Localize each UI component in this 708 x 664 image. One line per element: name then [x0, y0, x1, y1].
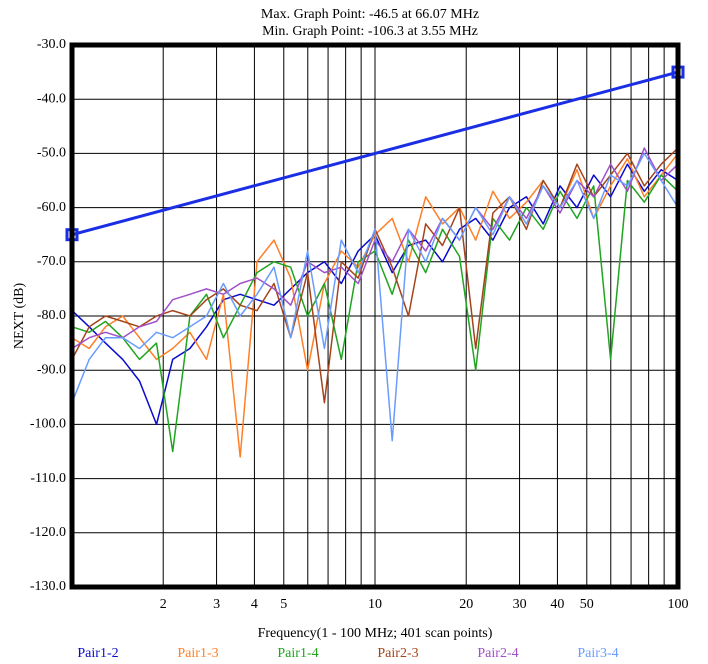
- y-tick-label: -110.0: [30, 471, 66, 486]
- chart-subtitle: Min. Graph Point: -106.3 at 3.55 MHz: [262, 24, 478, 39]
- legend-entry: Pair3-4: [577, 646, 618, 661]
- y-tick-label: -130.0: [30, 579, 66, 594]
- series-line: [71, 152, 679, 442]
- x-tick-label: 30: [513, 597, 527, 612]
- x-tick-label: 20: [459, 597, 473, 612]
- chart-title: Max. Graph Point: -46.5 at 66.07 MHz: [261, 7, 479, 22]
- y-tick-label: -70.0: [37, 254, 66, 269]
- y-tick-label: -80.0: [37, 308, 66, 323]
- x-tick-label: 50: [580, 597, 594, 612]
- series-line: [71, 174, 679, 453]
- y-tick-label: -120.0: [30, 525, 66, 540]
- legend-entry: Pair1-3: [177, 646, 218, 661]
- y-tick-label: -30.0: [37, 37, 66, 52]
- y-tick-label: -40.0: [37, 91, 66, 106]
- x-tick-label: 40: [550, 597, 564, 612]
- x-tick-label: 10: [368, 597, 382, 612]
- limit-line: [71, 70, 679, 237]
- y-tick-label: -50.0: [37, 146, 66, 161]
- x-axis-label: Frequency(1 - 100 MHz; 401 scan points): [258, 626, 493, 641]
- legend-entry: Pair2-3: [377, 646, 418, 661]
- legend-entry: Pair2-4: [477, 646, 518, 661]
- y-tick-label: -60.0: [37, 200, 66, 215]
- x-tick-label: 2: [160, 597, 167, 612]
- x-tick-label: 100: [668, 597, 689, 612]
- x-tick-label: 5: [280, 597, 287, 612]
- y-tick-label: -100.0: [30, 417, 66, 432]
- legend-entry: Pair1-2: [77, 646, 118, 661]
- y-axis-label: NEXT (dB): [12, 283, 27, 350]
- x-tick-label: 4: [251, 597, 258, 612]
- y-tick-label: -90.0: [37, 362, 66, 377]
- x-tick-label: 3: [213, 597, 220, 612]
- plot-border: [69, 42, 681, 590]
- legend-entry: Pair1-4: [277, 646, 318, 661]
